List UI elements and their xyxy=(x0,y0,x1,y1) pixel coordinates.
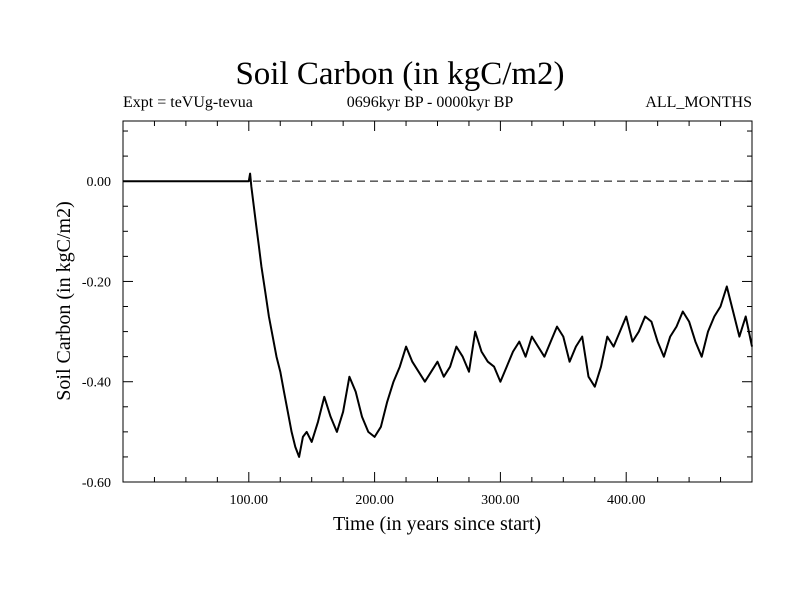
y-tick-label: 0.00 xyxy=(87,175,112,190)
series-line-soil-carbon xyxy=(123,172,753,458)
y-tick-label: -0.60 xyxy=(82,476,111,491)
x-tick-label: 200.00 xyxy=(355,493,394,508)
months-label: ALL_MONTHS xyxy=(645,94,752,111)
experiment-label: Expt = teVUg-tevua xyxy=(123,94,253,111)
x-tick-label: 100.00 xyxy=(230,493,269,508)
plot-frame xyxy=(122,120,753,483)
y-tick-label: -0.40 xyxy=(82,376,111,391)
y-axis-label: Soil Carbon (in kgC/m2) xyxy=(53,201,75,400)
y-tick-label: -0.20 xyxy=(82,275,111,290)
time-range-label: 0696kyr BP - 0000kyr BP xyxy=(346,94,514,111)
x-tick-label: 400.00 xyxy=(607,493,646,508)
x-axis-label: Time (in years since start) xyxy=(333,513,541,535)
axis-ticks xyxy=(123,121,752,482)
axis-tick-labels: 100.00 200.00 300.00 400.00 0.00 -0.20 -0.40 -0… xyxy=(82,175,646,508)
chart-title: Soil Carbon (in kgC/m2) xyxy=(235,56,565,92)
x-tick-label: 300.00 xyxy=(481,493,520,508)
